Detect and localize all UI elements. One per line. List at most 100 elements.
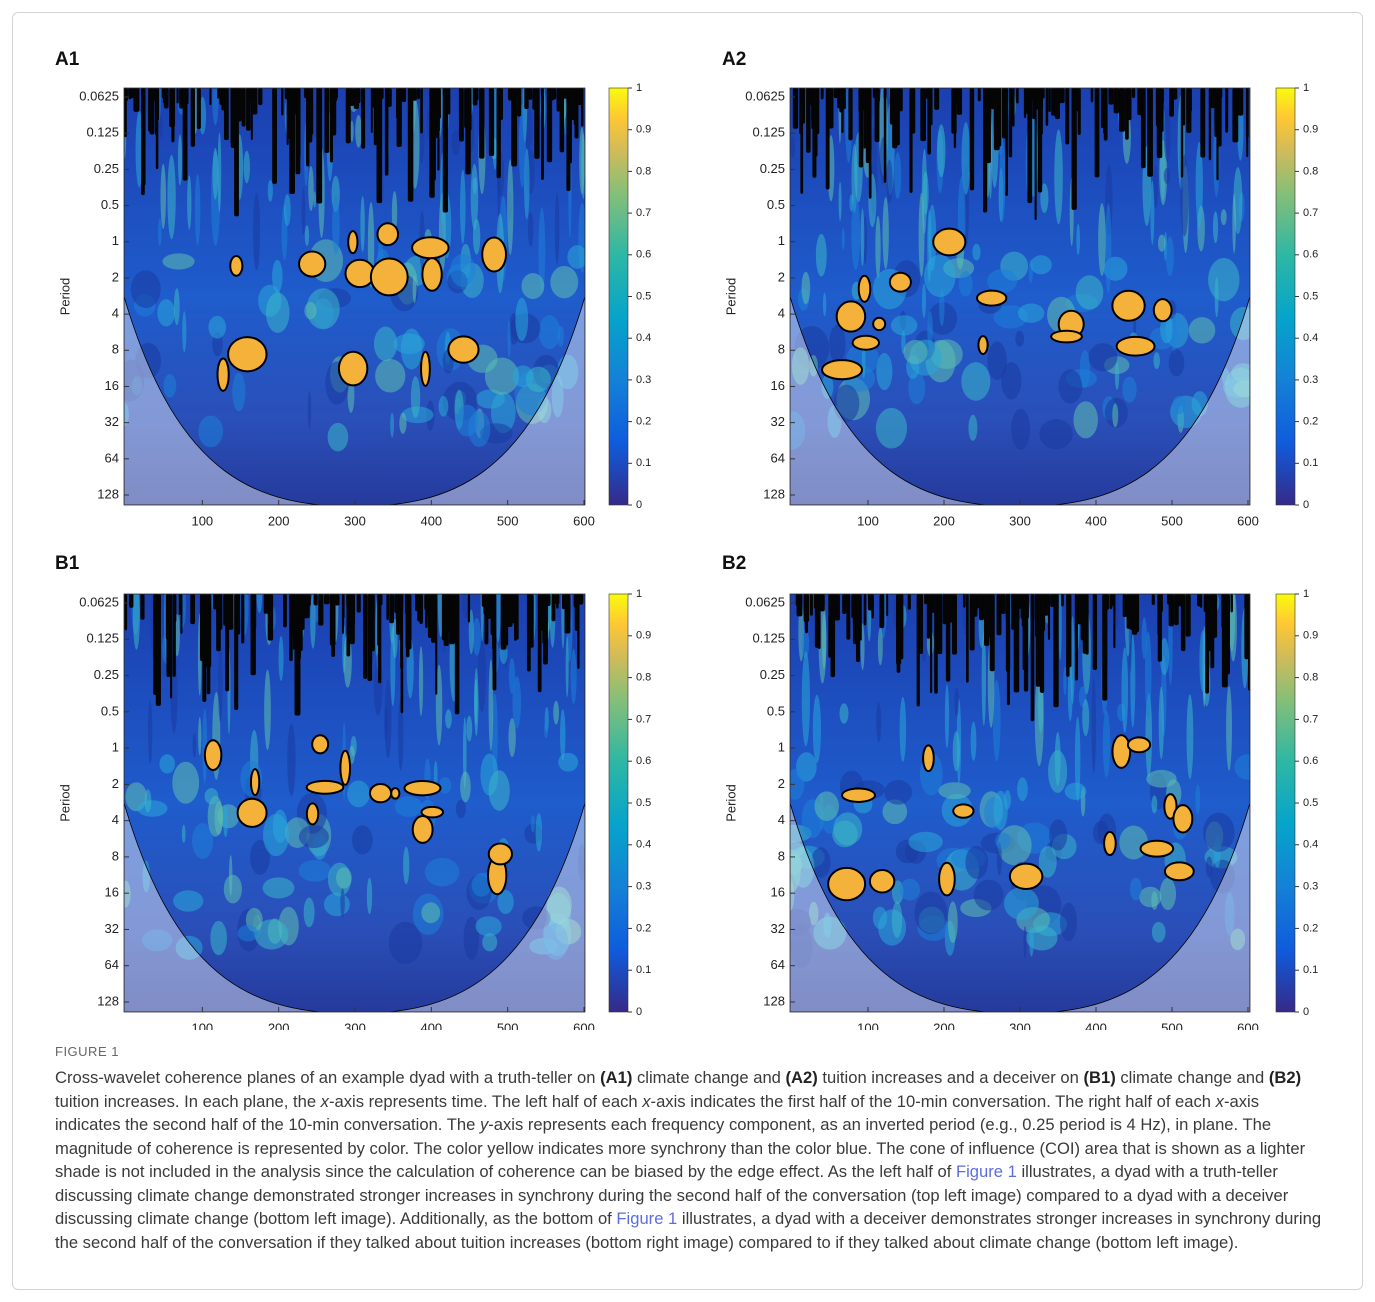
- texture: [557, 354, 579, 390]
- texture: [187, 175, 192, 230]
- texture: [992, 679, 1001, 762]
- noise-streak: [372, 88, 376, 108]
- noise-streak: [1048, 88, 1051, 112]
- texture: [1165, 236, 1174, 277]
- y-tick-label: 4: [778, 306, 785, 321]
- coherence-blob: [337, 350, 369, 387]
- figure-link[interactable]: Figure 1: [616, 1209, 678, 1228]
- coherence-blob: [1103, 830, 1117, 857]
- y-tick-label: 0.125: [86, 125, 119, 140]
- texture: [455, 799, 466, 819]
- noise-streak: [289, 594, 293, 662]
- noise-streak: [982, 88, 988, 213]
- coherence-blob: [976, 289, 1008, 307]
- texture: [508, 718, 516, 758]
- text: tuition increases. In each plane, the: [55, 1091, 321, 1111]
- noise-streak: [559, 88, 565, 153]
- x-tick-label: 200: [933, 513, 955, 528]
- texture: [1171, 314, 1177, 355]
- coherence-blob: [369, 257, 409, 297]
- texture: [1115, 594, 1119, 629]
- noise-streak: [1090, 88, 1094, 103]
- noise-streak: [1037, 88, 1043, 193]
- noise-streak: [449, 594, 456, 645]
- noise-streak: [934, 594, 938, 694]
- noise-streak: [287, 88, 292, 140]
- texture: [175, 935, 203, 960]
- noise-streak: [997, 594, 1002, 613]
- texture: [1058, 594, 1062, 661]
- noise-streak: [216, 594, 221, 652]
- noise-streak: [1008, 88, 1013, 158]
- texture: [1199, 630, 1207, 692]
- texture: [232, 372, 246, 412]
- x-tick-label: 600: [573, 1020, 595, 1030]
- y-tick-label: 0.5: [101, 703, 119, 718]
- texture: [560, 709, 566, 761]
- noise-streak: [1053, 594, 1059, 708]
- noise-streak: [1011, 594, 1016, 608]
- texture: [968, 414, 978, 441]
- noise-streak: [851, 594, 856, 619]
- y-tick-label: 1: [112, 233, 119, 248]
- texture: [993, 790, 1008, 831]
- texture: [921, 283, 926, 318]
- coherence-blob: [229, 255, 244, 277]
- coherence-blob: [487, 842, 513, 866]
- noise-streak: [367, 594, 373, 682]
- colorbar-tick-label: 0.8: [636, 672, 651, 684]
- x-tick-label: 600: [1237, 513, 1259, 528]
- noise-streak: [356, 594, 361, 613]
- texture: [488, 659, 494, 752]
- noise-streak: [1067, 594, 1072, 668]
- italic: x: [320, 1091, 329, 1111]
- coherence-blob: [420, 805, 445, 819]
- texture: [1129, 877, 1142, 901]
- colorbar-tick-label: 0.4: [1303, 839, 1318, 851]
- texture: [223, 805, 228, 838]
- noise-streak: [209, 88, 212, 106]
- colorbar-tick-label: 0.6: [636, 755, 651, 767]
- y-tick-label: 2: [112, 776, 119, 791]
- noise-streak: [1119, 88, 1125, 132]
- noise-streak: [323, 594, 330, 605]
- texture: [1121, 647, 1129, 733]
- colorbar-tick-label: 0: [636, 499, 642, 511]
- noise-streak: [546, 88, 553, 163]
- texture: [876, 702, 882, 743]
- colorbar: [1275, 87, 1296, 506]
- noise-streak: [298, 594, 303, 652]
- noise-streak: [800, 88, 804, 194]
- texture: [875, 215, 881, 279]
- texture: [393, 333, 425, 355]
- noise-streak: [1208, 594, 1214, 652]
- texture: [1195, 141, 1203, 229]
- noise-streak: [1113, 594, 1116, 649]
- cone-of-influence: [124, 594, 585, 1012]
- y-tick-label: 32: [771, 414, 785, 429]
- x-tick-label: 200: [268, 513, 290, 528]
- noise-streak: [1122, 594, 1127, 618]
- noise-streak: [889, 88, 894, 125]
- y-tick-label: 4: [778, 812, 785, 827]
- texture: [327, 422, 349, 452]
- colorbar-tick-label: 1: [1303, 588, 1309, 600]
- figure-link[interactable]: Figure 1: [955, 1162, 1017, 1181]
- coherence-blob: [390, 787, 401, 800]
- noise-streak: [879, 594, 885, 629]
- noise-streak: [241, 594, 245, 644]
- x-tick-label: 500: [1161, 513, 1183, 528]
- texture: [567, 245, 585, 269]
- texture: [1144, 631, 1152, 719]
- y-tick-label: 0.25: [94, 161, 119, 176]
- noise-streak: [371, 594, 375, 652]
- texture: [403, 846, 410, 885]
- texture: [212, 332, 223, 357]
- texture: [167, 154, 176, 240]
- noise-streak: [251, 88, 258, 115]
- texture: [160, 163, 166, 230]
- noise-streak: [983, 594, 990, 647]
- texture: [554, 192, 560, 265]
- texture: [1088, 343, 1118, 372]
- noise-streak: [1061, 594, 1064, 607]
